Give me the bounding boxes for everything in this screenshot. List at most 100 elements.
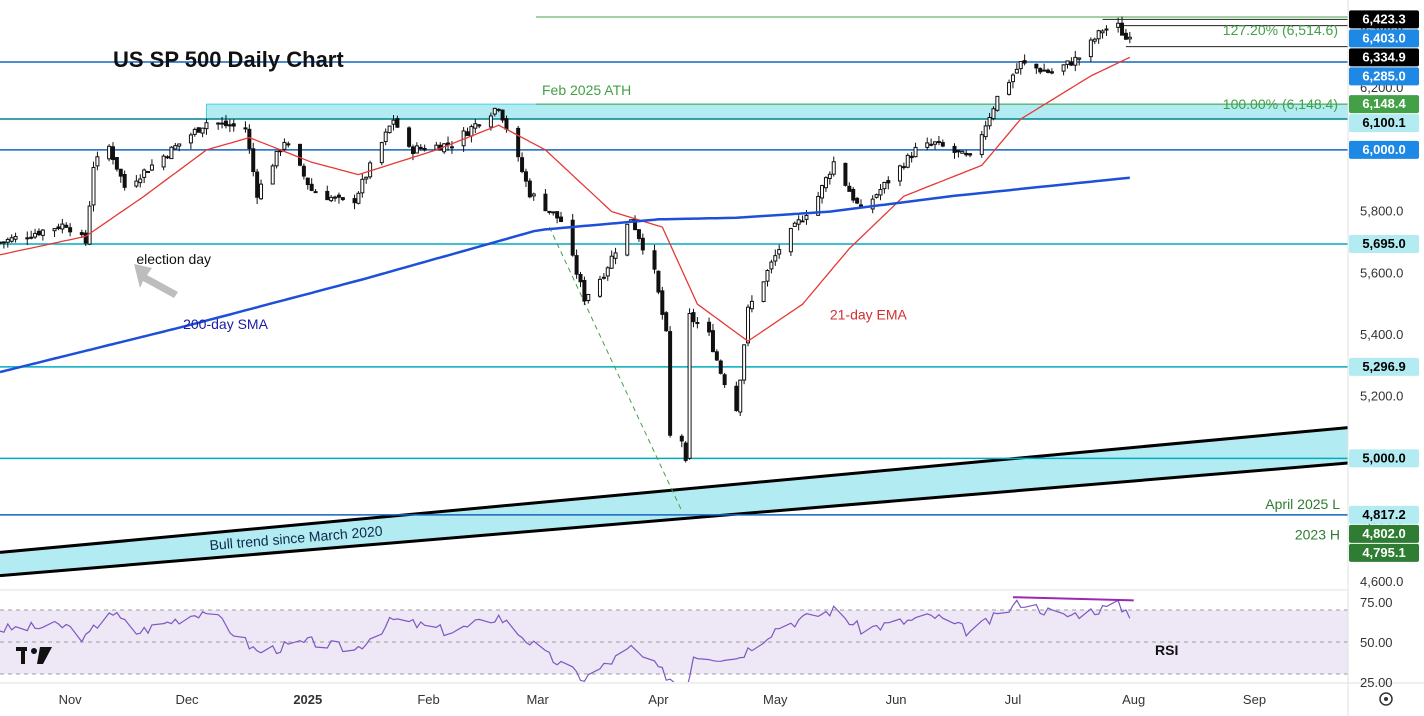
candle-body bbox=[204, 122, 209, 130]
candle-body bbox=[301, 165, 306, 177]
price-tick-3: 5,200.0 bbox=[1360, 389, 1403, 404]
candle-body bbox=[855, 197, 860, 204]
x-tick-10: Sep bbox=[1243, 692, 1266, 707]
candle-body bbox=[710, 330, 715, 353]
candle-body bbox=[231, 123, 236, 127]
candle-body bbox=[243, 127, 248, 130]
candle-body bbox=[551, 211, 556, 214]
candle-body bbox=[220, 122, 225, 125]
candle-body bbox=[547, 210, 552, 213]
price-label-bg-1 bbox=[1349, 29, 1419, 48]
candle-body bbox=[804, 214, 809, 220]
candle-body bbox=[56, 226, 61, 230]
candle-body bbox=[1010, 74, 1015, 83]
candle-body bbox=[523, 171, 528, 182]
candle-body bbox=[352, 198, 357, 204]
candle-body bbox=[142, 169, 147, 178]
candle-body bbox=[660, 290, 665, 315]
candle-body bbox=[216, 122, 221, 125]
price-label-6: 6,000.0 bbox=[1362, 142, 1405, 157]
rsi-label: RSI bbox=[1155, 642, 1178, 658]
price-label-4: 6,148.4 bbox=[1362, 96, 1406, 111]
price-label-8: 5,296.9 bbox=[1362, 359, 1405, 374]
candle-body bbox=[597, 278, 602, 297]
candle-body bbox=[1100, 30, 1105, 34]
candle-body bbox=[991, 108, 996, 120]
price-label-bg-10 bbox=[1349, 505, 1419, 524]
candle-body bbox=[897, 165, 902, 182]
candle-body bbox=[823, 177, 828, 189]
candle-body bbox=[1042, 69, 1047, 72]
candle-body bbox=[13, 236, 18, 240]
candle-body bbox=[1065, 60, 1070, 65]
candle-body bbox=[418, 146, 423, 150]
candle-body bbox=[1022, 60, 1027, 64]
price-tick-6: 5,800.0 bbox=[1360, 204, 1403, 219]
price-label-bg-12 bbox=[1349, 543, 1419, 562]
ath-zone bbox=[205, 103, 1348, 120]
candle-body bbox=[333, 196, 338, 199]
candle-body bbox=[714, 351, 719, 361]
candle-body bbox=[664, 312, 669, 332]
rsi-tick-2: 75.00 bbox=[1360, 595, 1393, 610]
candle-body bbox=[531, 193, 536, 197]
candle-body bbox=[434, 144, 439, 150]
candle-body bbox=[847, 185, 852, 192]
candle-body bbox=[792, 222, 797, 227]
candle-body bbox=[516, 127, 521, 158]
price-label-bg-7 bbox=[1349, 235, 1419, 254]
candle-body bbox=[309, 183, 314, 191]
candle-body bbox=[913, 146, 918, 158]
settings-icon[interactable] bbox=[1379, 692, 1393, 706]
ath-label: Feb 2025 ATH bbox=[542, 82, 631, 98]
candle-body bbox=[477, 124, 482, 127]
candle-body bbox=[395, 118, 400, 128]
candle-body bbox=[956, 150, 961, 153]
candle-body bbox=[60, 223, 65, 230]
candle-body bbox=[1120, 22, 1125, 36]
price-label-3: 6,285.0 bbox=[1362, 68, 1405, 83]
candle-body bbox=[410, 146, 415, 155]
candle-body bbox=[107, 145, 112, 160]
price-label-bg-5 bbox=[1349, 114, 1419, 133]
x-tick-6: May bbox=[763, 692, 788, 707]
price-label-10: 4,817.2 bbox=[1362, 507, 1405, 522]
candle-body bbox=[691, 312, 696, 323]
x-tick-7: Jun bbox=[886, 692, 907, 707]
price-label-bg-4 bbox=[1349, 95, 1419, 114]
candle-body bbox=[469, 126, 474, 137]
candle-body bbox=[625, 223, 630, 256]
candle-body bbox=[527, 180, 532, 198]
candle-body bbox=[1034, 63, 1039, 69]
price-label-bg-3 bbox=[1349, 67, 1419, 86]
candle-body bbox=[749, 300, 754, 310]
candle-body bbox=[223, 120, 228, 127]
candle-body bbox=[679, 435, 684, 442]
price-label-2: 6,334.9 bbox=[1362, 49, 1405, 64]
trend-channel-lower-line bbox=[0, 461, 1348, 578]
annotation-2: 21-day EMA bbox=[830, 307, 908, 323]
candle-body bbox=[504, 118, 509, 130]
candle-body bbox=[407, 127, 412, 147]
candle-body bbox=[297, 143, 302, 166]
candle-body bbox=[305, 177, 310, 186]
candle-body bbox=[5, 238, 10, 243]
candle-body bbox=[769, 261, 774, 270]
candle-body bbox=[777, 249, 782, 255]
trend-channel-fill bbox=[0, 427, 1348, 576]
candle-body bbox=[738, 379, 743, 413]
candle-body bbox=[1, 241, 6, 244]
candle-body bbox=[161, 155, 166, 168]
candle-body bbox=[251, 148, 256, 172]
price-tick-5: 5,600.0 bbox=[1360, 265, 1403, 280]
x-tick-8: Jul bbox=[1005, 692, 1022, 707]
candle-body bbox=[1077, 57, 1082, 60]
candle-body bbox=[543, 193, 548, 212]
candle-body bbox=[722, 374, 727, 386]
candle-body bbox=[936, 141, 941, 144]
candle-body bbox=[831, 161, 836, 175]
candle-body bbox=[656, 270, 661, 293]
candle-body bbox=[270, 165, 275, 185]
candle-body bbox=[718, 360, 723, 374]
candle-body bbox=[933, 141, 938, 145]
